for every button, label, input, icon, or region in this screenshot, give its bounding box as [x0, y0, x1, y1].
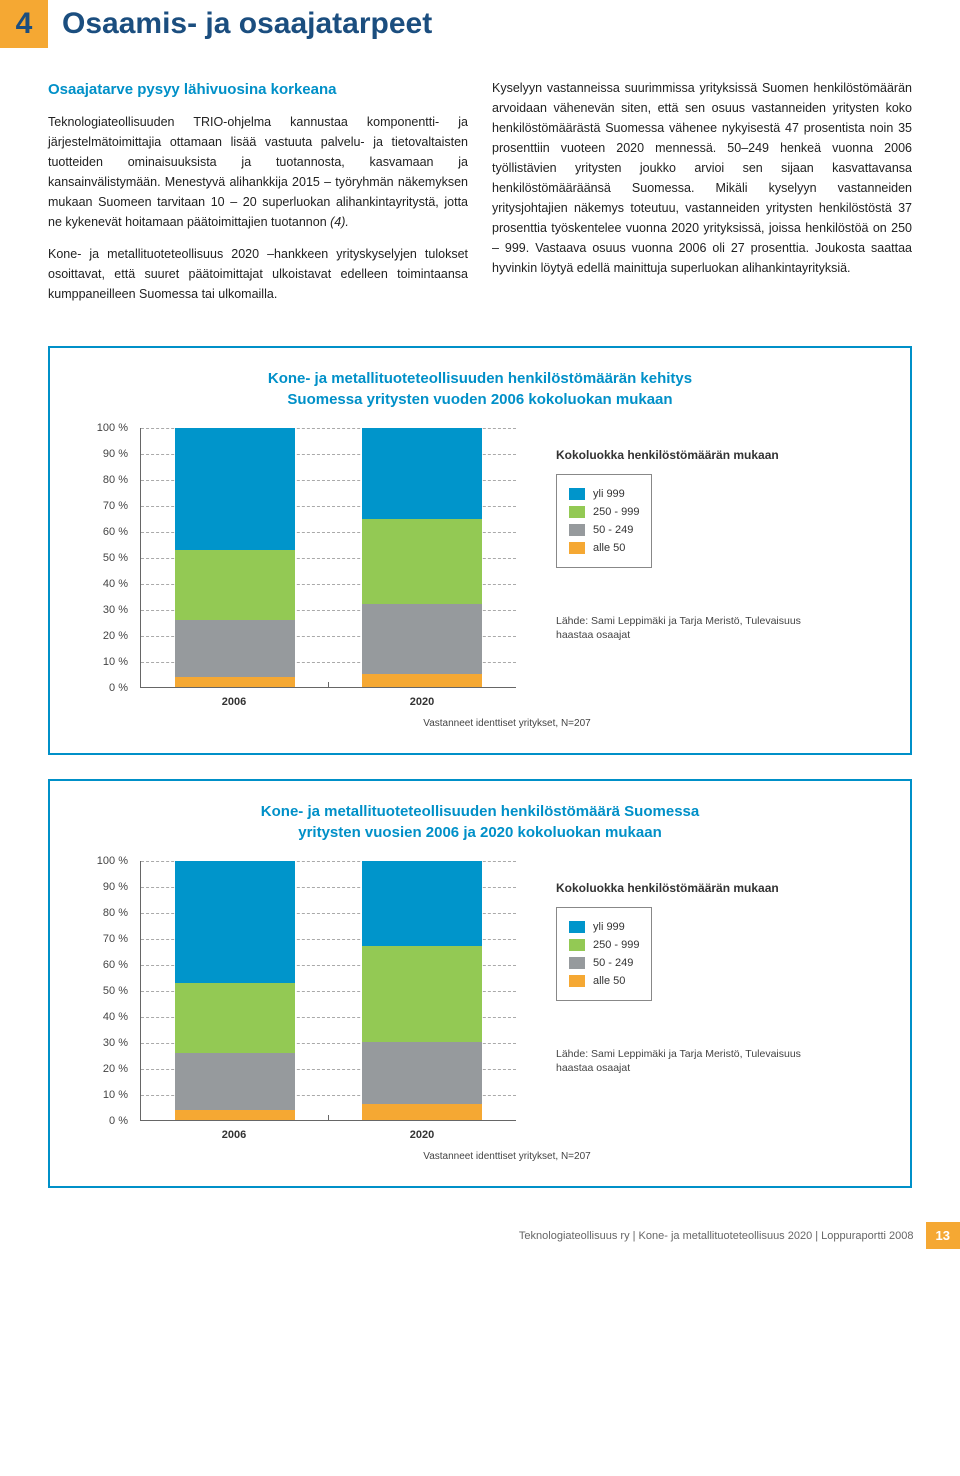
footer-text: Teknologiateollisuus ry | Kone- ja metal… — [519, 1230, 914, 1242]
y-tick: 50 % — [86, 552, 128, 564]
legend: yli 999 250 - 999 50 - 249 alle 50 — [556, 907, 652, 1001]
legend-title: Kokoluokka henkilöstömäärän mukaan — [556, 448, 806, 464]
y-tick: 100 % — [86, 855, 128, 867]
legend: yli 999 250 - 999 50 - 249 alle 50 — [556, 474, 652, 568]
y-tick: 80 % — [86, 474, 128, 486]
legend-label: yli 999 — [593, 921, 625, 933]
legend-swatch — [569, 921, 585, 933]
y-tick: 40 % — [86, 1011, 128, 1023]
legend-item: 250 - 999 — [569, 936, 639, 954]
y-tick: 30 % — [86, 604, 128, 616]
chart-source: Lähde: Sami Leppimäki ja Tarja Meristö, … — [556, 1047, 806, 1076]
chart-source: Lähde: Sami Leppimäki ja Tarja Meristö, … — [556, 614, 806, 643]
bar — [362, 861, 482, 1120]
y-tick: 80 % — [86, 907, 128, 919]
legend-swatch — [569, 506, 585, 518]
legend-item: yli 999 — [569, 485, 639, 503]
plot-area: 0 %10 %20 %30 %40 %50 %60 %70 %80 %90 %1… — [86, 428, 516, 718]
legend-label: yli 999 — [593, 488, 625, 500]
y-tick: 40 % — [86, 578, 128, 590]
bar — [175, 428, 295, 687]
page-number: 13 — [926, 1222, 960, 1249]
bar-segment — [175, 1053, 295, 1110]
chart-1: Kone- ja metallituoteteollisuuden henkil… — [48, 346, 912, 755]
bar-segment — [362, 946, 482, 1042]
right-column: Kyselyyn vastanneissa suurimmissa yrityk… — [492, 78, 912, 316]
legend-swatch — [569, 957, 585, 969]
legend-swatch — [569, 975, 585, 987]
bar-segment — [175, 861, 295, 983]
bar-segment — [362, 861, 482, 946]
y-tick: 20 % — [86, 1063, 128, 1075]
y-tick: 10 % — [86, 656, 128, 668]
bar-segment — [362, 1042, 482, 1104]
chart-2: Kone- ja metallituoteteollisuuden henkil… — [48, 779, 912, 1188]
legend-swatch — [569, 488, 585, 500]
legend-label: 50 - 249 — [593, 957, 633, 969]
bar-segment — [362, 428, 482, 519]
right-para-1: Kyselyyn vastanneissa suurimmissa yrityk… — [492, 78, 912, 278]
bar-segment — [175, 428, 295, 550]
y-tick: 90 % — [86, 881, 128, 893]
legend-label: 250 - 999 — [593, 506, 639, 518]
body-columns: Osaajatarve pysyy lähivuosina korkeana T… — [0, 78, 960, 346]
bar-segment — [175, 550, 295, 620]
legend-swatch — [569, 939, 585, 951]
x-caption: Vastanneet identtiset yritykset, N=207 — [132, 1151, 882, 1162]
legend-item: 250 - 999 — [569, 503, 639, 521]
chart-title: Kone- ja metallituoteteollisuuden henkil… — [78, 368, 882, 410]
subheading: Osaajatarve pysyy lähivuosina korkeana — [48, 78, 468, 102]
bar-segment — [175, 983, 295, 1053]
left-para-1: Teknologiateollisuuden TRIO-ohjelma kann… — [48, 112, 468, 232]
legend-item: 50 - 249 — [569, 521, 639, 539]
x-label: 2020 — [362, 696, 482, 708]
chart-title: Kone- ja metallituoteteollisuuden henkil… — [78, 801, 882, 843]
legend-title: Kokoluokka henkilöstömäärän mukaan — [556, 881, 806, 897]
plot-area: 0 %10 %20 %30 %40 %50 %60 %70 %80 %90 %1… — [86, 861, 516, 1151]
legend-item: yli 999 — [569, 918, 639, 936]
legend-label: alle 50 — [593, 975, 625, 987]
bar-segment — [362, 674, 482, 687]
y-tick: 60 % — [86, 526, 128, 538]
y-tick: 60 % — [86, 959, 128, 971]
y-tick: 100 % — [86, 422, 128, 434]
y-tick: 30 % — [86, 1037, 128, 1049]
legend-item: 50 - 249 — [569, 954, 639, 972]
y-tick: 70 % — [86, 933, 128, 945]
section-header: 4 Osaamis- ja osaajatarpeet — [0, 0, 960, 48]
x-label: 2006 — [174, 1129, 294, 1141]
legend-item: alle 50 — [569, 972, 639, 990]
footer: Teknologiateollisuus ry | Kone- ja metal… — [0, 1212, 960, 1249]
bar-segment — [362, 519, 482, 604]
bar — [362, 428, 482, 687]
x-caption: Vastanneet identtiset yritykset, N=207 — [132, 718, 882, 729]
bar — [175, 861, 295, 1120]
x-label: 2020 — [362, 1129, 482, 1141]
bar-segment — [362, 604, 482, 674]
y-tick: 0 % — [86, 682, 128, 694]
left-para-2: Kone- ja metallituoteteollisuus 2020 –ha… — [48, 244, 468, 304]
section-number: 4 — [0, 0, 48, 48]
bar-segment — [175, 677, 295, 687]
legend-label: 50 - 249 — [593, 524, 633, 536]
left-column: Osaajatarve pysyy lähivuosina korkeana T… — [48, 78, 468, 316]
legend-swatch — [569, 542, 585, 554]
bar-segment — [362, 1104, 482, 1120]
section-title: Osaamis- ja osaajatarpeet — [62, 7, 432, 41]
bar-segment — [175, 1110, 295, 1120]
legend-label: 250 - 999 — [593, 939, 639, 951]
y-tick: 70 % — [86, 500, 128, 512]
legend-swatch — [569, 524, 585, 536]
x-label: 2006 — [174, 696, 294, 708]
legend-item: alle 50 — [569, 539, 639, 557]
legend-label: alle 50 — [593, 542, 625, 554]
y-tick: 0 % — [86, 1115, 128, 1127]
y-tick: 50 % — [86, 985, 128, 997]
y-tick: 10 % — [86, 1089, 128, 1101]
y-tick: 90 % — [86, 448, 128, 460]
y-tick: 20 % — [86, 630, 128, 642]
bar-segment — [175, 620, 295, 677]
